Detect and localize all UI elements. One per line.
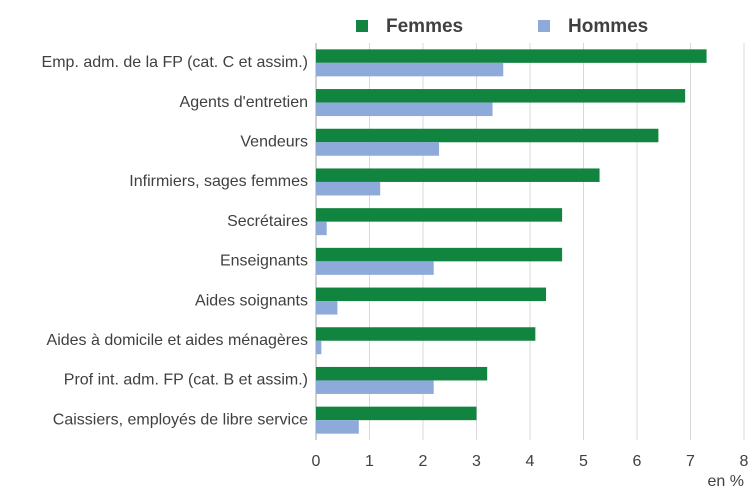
bar [316,247,563,262]
bar [316,287,547,302]
bar [316,102,493,117]
legend-swatch [538,20,550,32]
bar [316,327,536,341]
x-tick-label: 7 [686,453,695,470]
bar [316,89,686,103]
bar [316,168,600,182]
bar [316,181,381,196]
x-tick-label: 1 [365,453,374,470]
y-tick-label: Agents d'entretien [180,94,308,111]
x-tick-label: 5 [579,453,588,470]
bar [316,261,434,275]
bar [316,62,504,77]
y-tick-label: Caissiers, employés de libre service [53,411,308,428]
bar [316,406,477,421]
x-tick-label: 8 [740,453,749,470]
bar [316,208,563,222]
bar [316,301,338,315]
x-tick-label: 0 [312,453,321,470]
y-tick-label: Aides à domicile et aides ménagères [47,332,308,349]
legend-swatch [356,20,368,32]
bar [316,366,488,381]
y-tick-label: Emp. adm. de la FP (cat. C et assim.) [42,54,308,71]
y-tick-label: Secrétaires [227,213,308,230]
x-tick-label: 4 [526,453,535,470]
x-tick-label: 3 [472,453,481,470]
x-axis-label: en % [708,473,744,490]
y-tick-label: Infirmiers, sages femmes [129,173,308,190]
x-tick-label: 2 [419,453,428,470]
legend-label: Femmes [386,16,463,37]
y-tick-label: Prof int. adm. FP (cat. B et assim.) [64,372,308,389]
bar [316,128,659,143]
bar [316,380,434,394]
bar [316,142,440,156]
bar [316,49,707,63]
x-tick-label: 6 [633,453,642,470]
bar [316,420,359,434]
y-tick-label: Enseignants [220,253,308,270]
y-tick-label: Aides soignants [195,292,308,309]
bar [316,221,327,236]
bar [316,340,322,355]
y-tick-label: Vendeurs [240,133,308,150]
legend-label: Hommes [568,16,648,37]
